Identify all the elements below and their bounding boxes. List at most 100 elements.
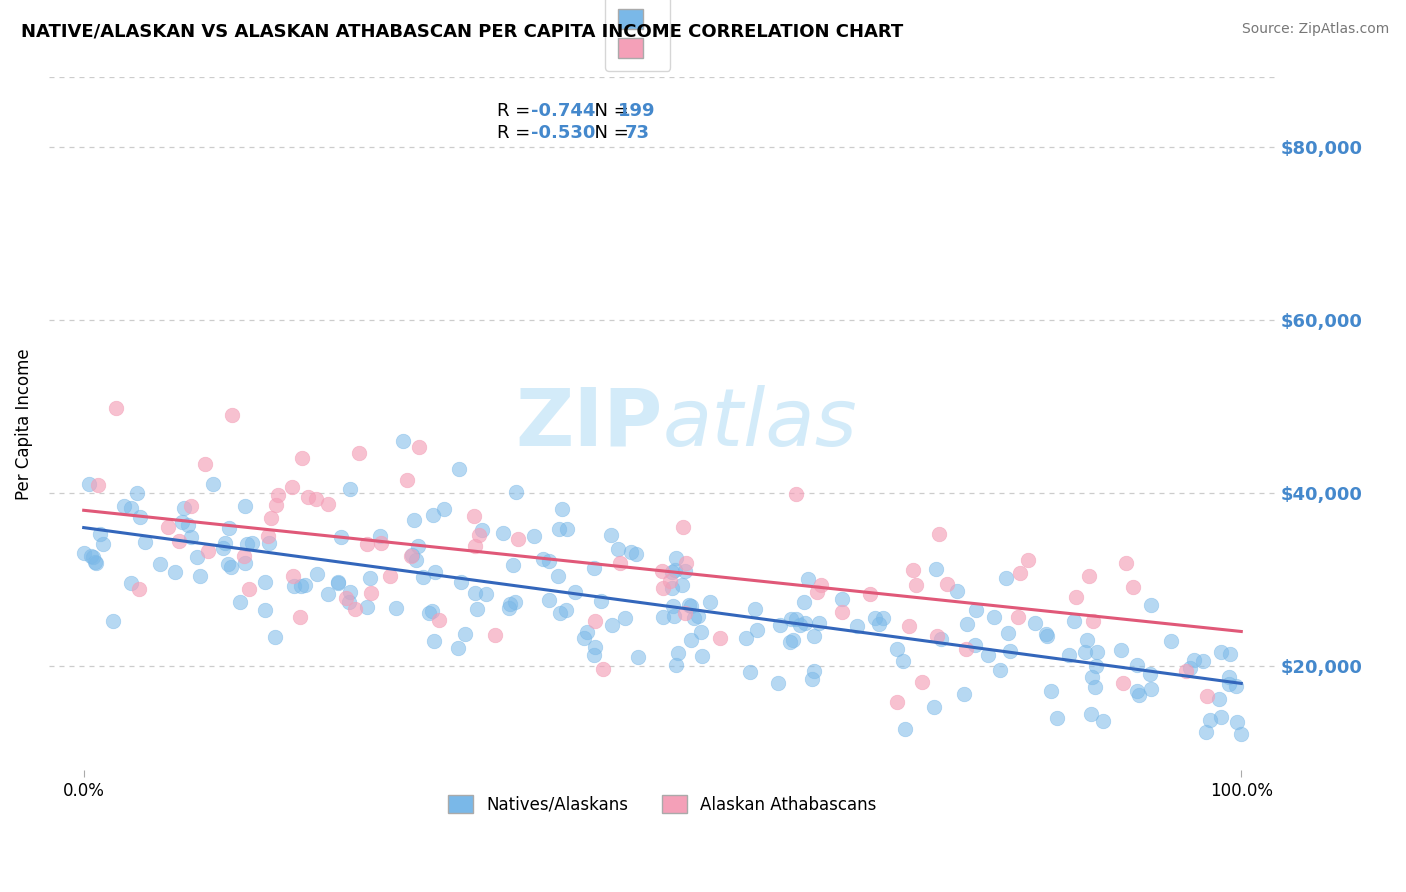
Point [1024,615,1046,630]
Point [1219,647,1241,661]
Point [173,500,195,515]
Point [904,578,927,592]
Point [1126,657,1149,672]
Point [449,462,471,476]
Point [77,477,100,491]
Point [167,534,190,549]
Point [688,609,710,624]
Point [194,457,217,471]
Point [172,516,194,530]
Point [651,610,673,624]
Point [149,558,172,572]
Point [221,408,243,422]
Point [484,628,506,642]
Point [1230,727,1253,741]
Point [538,553,561,567]
Point [661,581,683,595]
Point [550,606,572,620]
Point [368,528,391,542]
Point [356,536,378,550]
Point [505,594,527,608]
Point [583,615,606,629]
Point [673,564,696,578]
Point [1195,690,1218,704]
Point [391,434,413,449]
Point [305,491,328,506]
Point [283,579,305,593]
Point [689,625,711,640]
Point [709,632,731,646]
Point [779,635,801,649]
Point [297,490,319,504]
Point [955,616,977,631]
Point [450,575,472,590]
Point [946,583,969,598]
Point [202,476,225,491]
Point [547,522,569,536]
Point [233,499,256,513]
Point [672,520,695,534]
Point [1080,706,1102,721]
Point [1208,692,1230,706]
Point [620,545,643,559]
Point [803,630,825,644]
Point [872,611,894,625]
Point [903,563,925,577]
Point [997,626,1019,640]
Point [257,529,280,543]
Point [1218,670,1240,684]
Point [583,561,606,575]
Point [600,618,623,632]
Point [806,584,828,599]
Point [585,640,607,654]
Point [679,632,702,647]
Point [831,591,853,606]
Point [291,450,314,465]
Point [661,566,683,580]
Point [1112,676,1135,690]
Point [235,556,257,570]
Point [665,657,688,672]
Point [797,572,820,586]
Point [1225,679,1247,693]
Point [1007,610,1029,624]
Point [408,440,430,454]
Point [1045,710,1067,724]
Point [378,569,401,583]
Point [886,642,908,657]
Point [290,610,312,624]
Text: N =: N = [582,102,634,120]
Text: -0.530: -0.530 [531,124,596,143]
Point [955,642,977,657]
Point [112,500,135,514]
Point [349,446,371,460]
Point [831,605,853,619]
Point [990,664,1012,678]
Point [236,537,259,551]
Point [983,610,1005,624]
Point [1063,614,1085,628]
Point [356,600,378,615]
Point [464,539,486,553]
Point [936,577,959,591]
Point [925,562,948,576]
Point [264,498,287,512]
Text: NATIVE/ALASKAN VS ALASKAN ATHABASCAN PER CAPITA INCOME CORRELATION CHART: NATIVE/ALASKAN VS ALASKAN ATHABASCAN PER… [21,22,903,40]
Point [1092,714,1115,728]
Point [564,584,586,599]
Text: 73: 73 [624,124,650,143]
Point [82,549,104,564]
Point [463,508,485,523]
Point [678,598,700,612]
Point [928,526,950,541]
Point [335,591,357,605]
Point [84,555,107,569]
Point [794,616,817,631]
Point [254,574,277,589]
Point [606,541,628,556]
Point [257,536,280,550]
Point [219,560,242,574]
Point [186,550,208,565]
Point [735,631,758,645]
Point [785,612,807,626]
